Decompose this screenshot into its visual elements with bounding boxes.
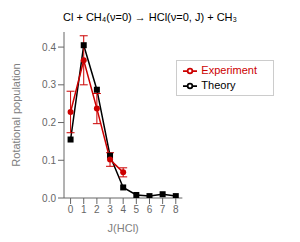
svg-text:0.3: 0.3: [42, 79, 56, 90]
html-text:Theory: Theory: [201, 79, 236, 92]
svg-text:7: 7: [160, 204, 166, 215]
svg-text:2: 2: [94, 204, 100, 215]
svg-text:1: 1: [81, 204, 87, 215]
svg-text:4: 4: [120, 204, 126, 215]
svg-text:0.2: 0.2: [42, 117, 56, 128]
svg-text:0.0: 0.0: [42, 193, 56, 204]
svg-text:3: 3: [107, 204, 113, 215]
svg-text:Rotational population: Rotational population: [10, 63, 22, 166]
html-text:Cl + CH₄(ν=0) → HCl(ν=0, J) +: Cl + CH₄(ν=0) → HCl(ν=0, J) + CH₃: [63, 11, 237, 23]
svg-text:0: 0: [68, 204, 74, 215]
svg-text:5: 5: [134, 204, 140, 215]
svg-text:6: 6: [147, 204, 153, 215]
svg-text:0.4: 0.4: [42, 42, 56, 53]
svg-text:0.1: 0.1: [42, 155, 56, 166]
html-text:Experiment: Experiment: [201, 64, 257, 76]
svg-text:J(HCl): J(HCl): [108, 222, 139, 234]
svg-text:8: 8: [173, 204, 179, 215]
